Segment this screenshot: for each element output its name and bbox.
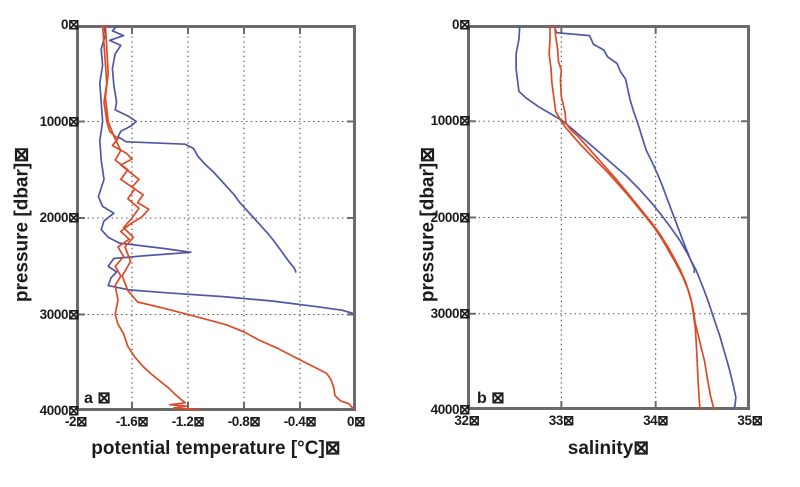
x-tick-label: -0.4⊠	[283, 414, 317, 429]
salinity-profile-chart	[467, 25, 750, 410]
x-tick-label: 0⊠	[346, 414, 366, 429]
red-profile-1	[548, 25, 701, 410]
x-tick-label: 32⊠	[454, 413, 480, 428]
red-profile-2	[104, 25, 355, 410]
y-tick-label: 4000⊠	[430, 402, 471, 417]
x-tick-label: 35⊠	[737, 413, 763, 428]
x-tick-label: -2⊠	[64, 414, 88, 429]
x-tick-label: -1.2⊠	[171, 414, 205, 429]
blue-profile-1	[552, 25, 696, 274]
temperature-profile-chart	[76, 25, 356, 411]
axes-box	[467, 25, 750, 410]
x-tick-label: -1.6⊠	[115, 414, 149, 429]
x-tick-label: 33⊠	[548, 413, 575, 428]
y-tick-label: 3000⊠	[430, 305, 471, 321]
axes-box	[76, 25, 356, 411]
y-tick-label: 2000⊠	[39, 210, 80, 225]
red-profile-2	[553, 25, 716, 410]
y-tick-label: 4000⊠	[39, 403, 80, 418]
panel-label-a: a ⊠	[84, 390, 111, 407]
y-tick-label: 1000⊠	[430, 113, 471, 129]
y-tick-label: 3000⊠	[39, 306, 80, 322]
blue-profile-2	[515, 25, 737, 410]
x-axis-title-salinity: salinity⊠	[567, 438, 650, 459]
x-tick-label: -0.8⊠	[227, 414, 261, 429]
red-profile-1	[101, 25, 201, 411]
panel-label-b: b ⊠	[477, 390, 505, 407]
y-tick-label: 0⊠	[451, 17, 470, 32]
blue-profile-1	[108, 25, 297, 273]
x-axis-title-temperature: potential temperature [°C]⊠	[91, 438, 341, 459]
x-tick-label: 34⊠	[643, 413, 669, 428]
y-tick-label: 2000⊠	[430, 209, 471, 225]
y-tick-label: 1000⊠	[39, 113, 80, 129]
blue-profile-2	[97, 25, 355, 315]
y-tick-label: 0⊠	[60, 17, 79, 32]
